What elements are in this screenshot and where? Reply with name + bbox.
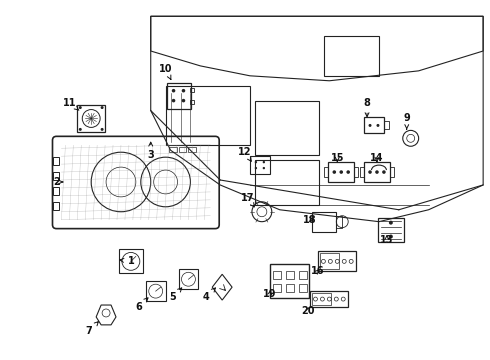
Bar (364, 162, 390, 182)
Bar (273, 271, 281, 279)
Circle shape (255, 161, 257, 163)
Circle shape (182, 89, 185, 93)
Text: 13: 13 (380, 234, 393, 244)
Circle shape (368, 124, 371, 127)
Bar (313, 293, 331, 305)
Bar (336, 216, 342, 228)
Circle shape (368, 170, 372, 174)
Bar (167, 83, 192, 109)
Bar (119, 249, 143, 273)
Circle shape (172, 99, 175, 102)
Bar (311, 291, 348, 307)
Bar (146, 281, 166, 301)
Text: 7: 7 (86, 322, 98, 336)
Circle shape (263, 161, 265, 163)
Text: 1: 1 (120, 256, 134, 266)
Circle shape (346, 170, 350, 174)
Text: 9: 9 (403, 113, 410, 129)
Text: 3: 3 (147, 142, 154, 160)
Bar (320, 253, 339, 269)
Bar (378, 218, 404, 242)
Circle shape (79, 106, 82, 109)
Text: 15: 15 (331, 153, 344, 163)
Bar (286, 284, 294, 292)
Bar (53, 157, 59, 165)
Bar (53, 172, 59, 180)
Text: 11: 11 (63, 98, 79, 110)
Bar (53, 187, 59, 195)
Text: 6: 6 (135, 298, 148, 312)
Circle shape (333, 170, 336, 174)
Circle shape (255, 167, 257, 169)
Bar (354, 167, 358, 177)
Text: 20: 20 (301, 306, 314, 316)
Bar (191, 100, 195, 104)
Text: 2: 2 (53, 177, 63, 187)
Bar (298, 271, 307, 279)
Bar (273, 284, 281, 292)
Circle shape (389, 221, 393, 225)
Bar (318, 251, 356, 271)
Bar (390, 167, 394, 177)
Bar (324, 167, 328, 177)
Bar (178, 147, 187, 152)
Text: 10: 10 (159, 64, 172, 80)
Circle shape (382, 170, 386, 174)
Circle shape (263, 167, 265, 169)
Text: 12: 12 (238, 147, 252, 161)
Circle shape (340, 170, 343, 174)
Circle shape (100, 128, 103, 131)
Text: 17: 17 (241, 193, 255, 207)
Bar (298, 284, 307, 292)
Text: 14: 14 (370, 153, 384, 163)
Text: 8: 8 (364, 98, 370, 117)
Bar (328, 162, 354, 182)
Text: 18: 18 (303, 215, 317, 225)
Bar (250, 156, 270, 174)
Bar (364, 117, 384, 133)
Text: 4: 4 (203, 288, 216, 302)
Bar (169, 147, 176, 152)
Bar (191, 88, 195, 92)
Circle shape (376, 124, 379, 127)
Text: 19: 19 (263, 289, 276, 299)
Text: 16: 16 (311, 266, 324, 276)
Bar (286, 271, 294, 279)
Bar (178, 269, 198, 289)
Bar (270, 264, 310, 298)
Bar (53, 202, 59, 210)
Bar (313, 212, 336, 231)
Bar (77, 105, 105, 132)
Bar (189, 147, 196, 152)
Circle shape (172, 89, 175, 93)
Circle shape (182, 99, 185, 102)
Bar (384, 121, 389, 129)
Text: 5: 5 (169, 288, 182, 302)
Circle shape (100, 106, 103, 109)
Circle shape (389, 235, 393, 239)
Circle shape (79, 128, 82, 131)
Bar (360, 167, 364, 177)
Circle shape (375, 170, 379, 174)
